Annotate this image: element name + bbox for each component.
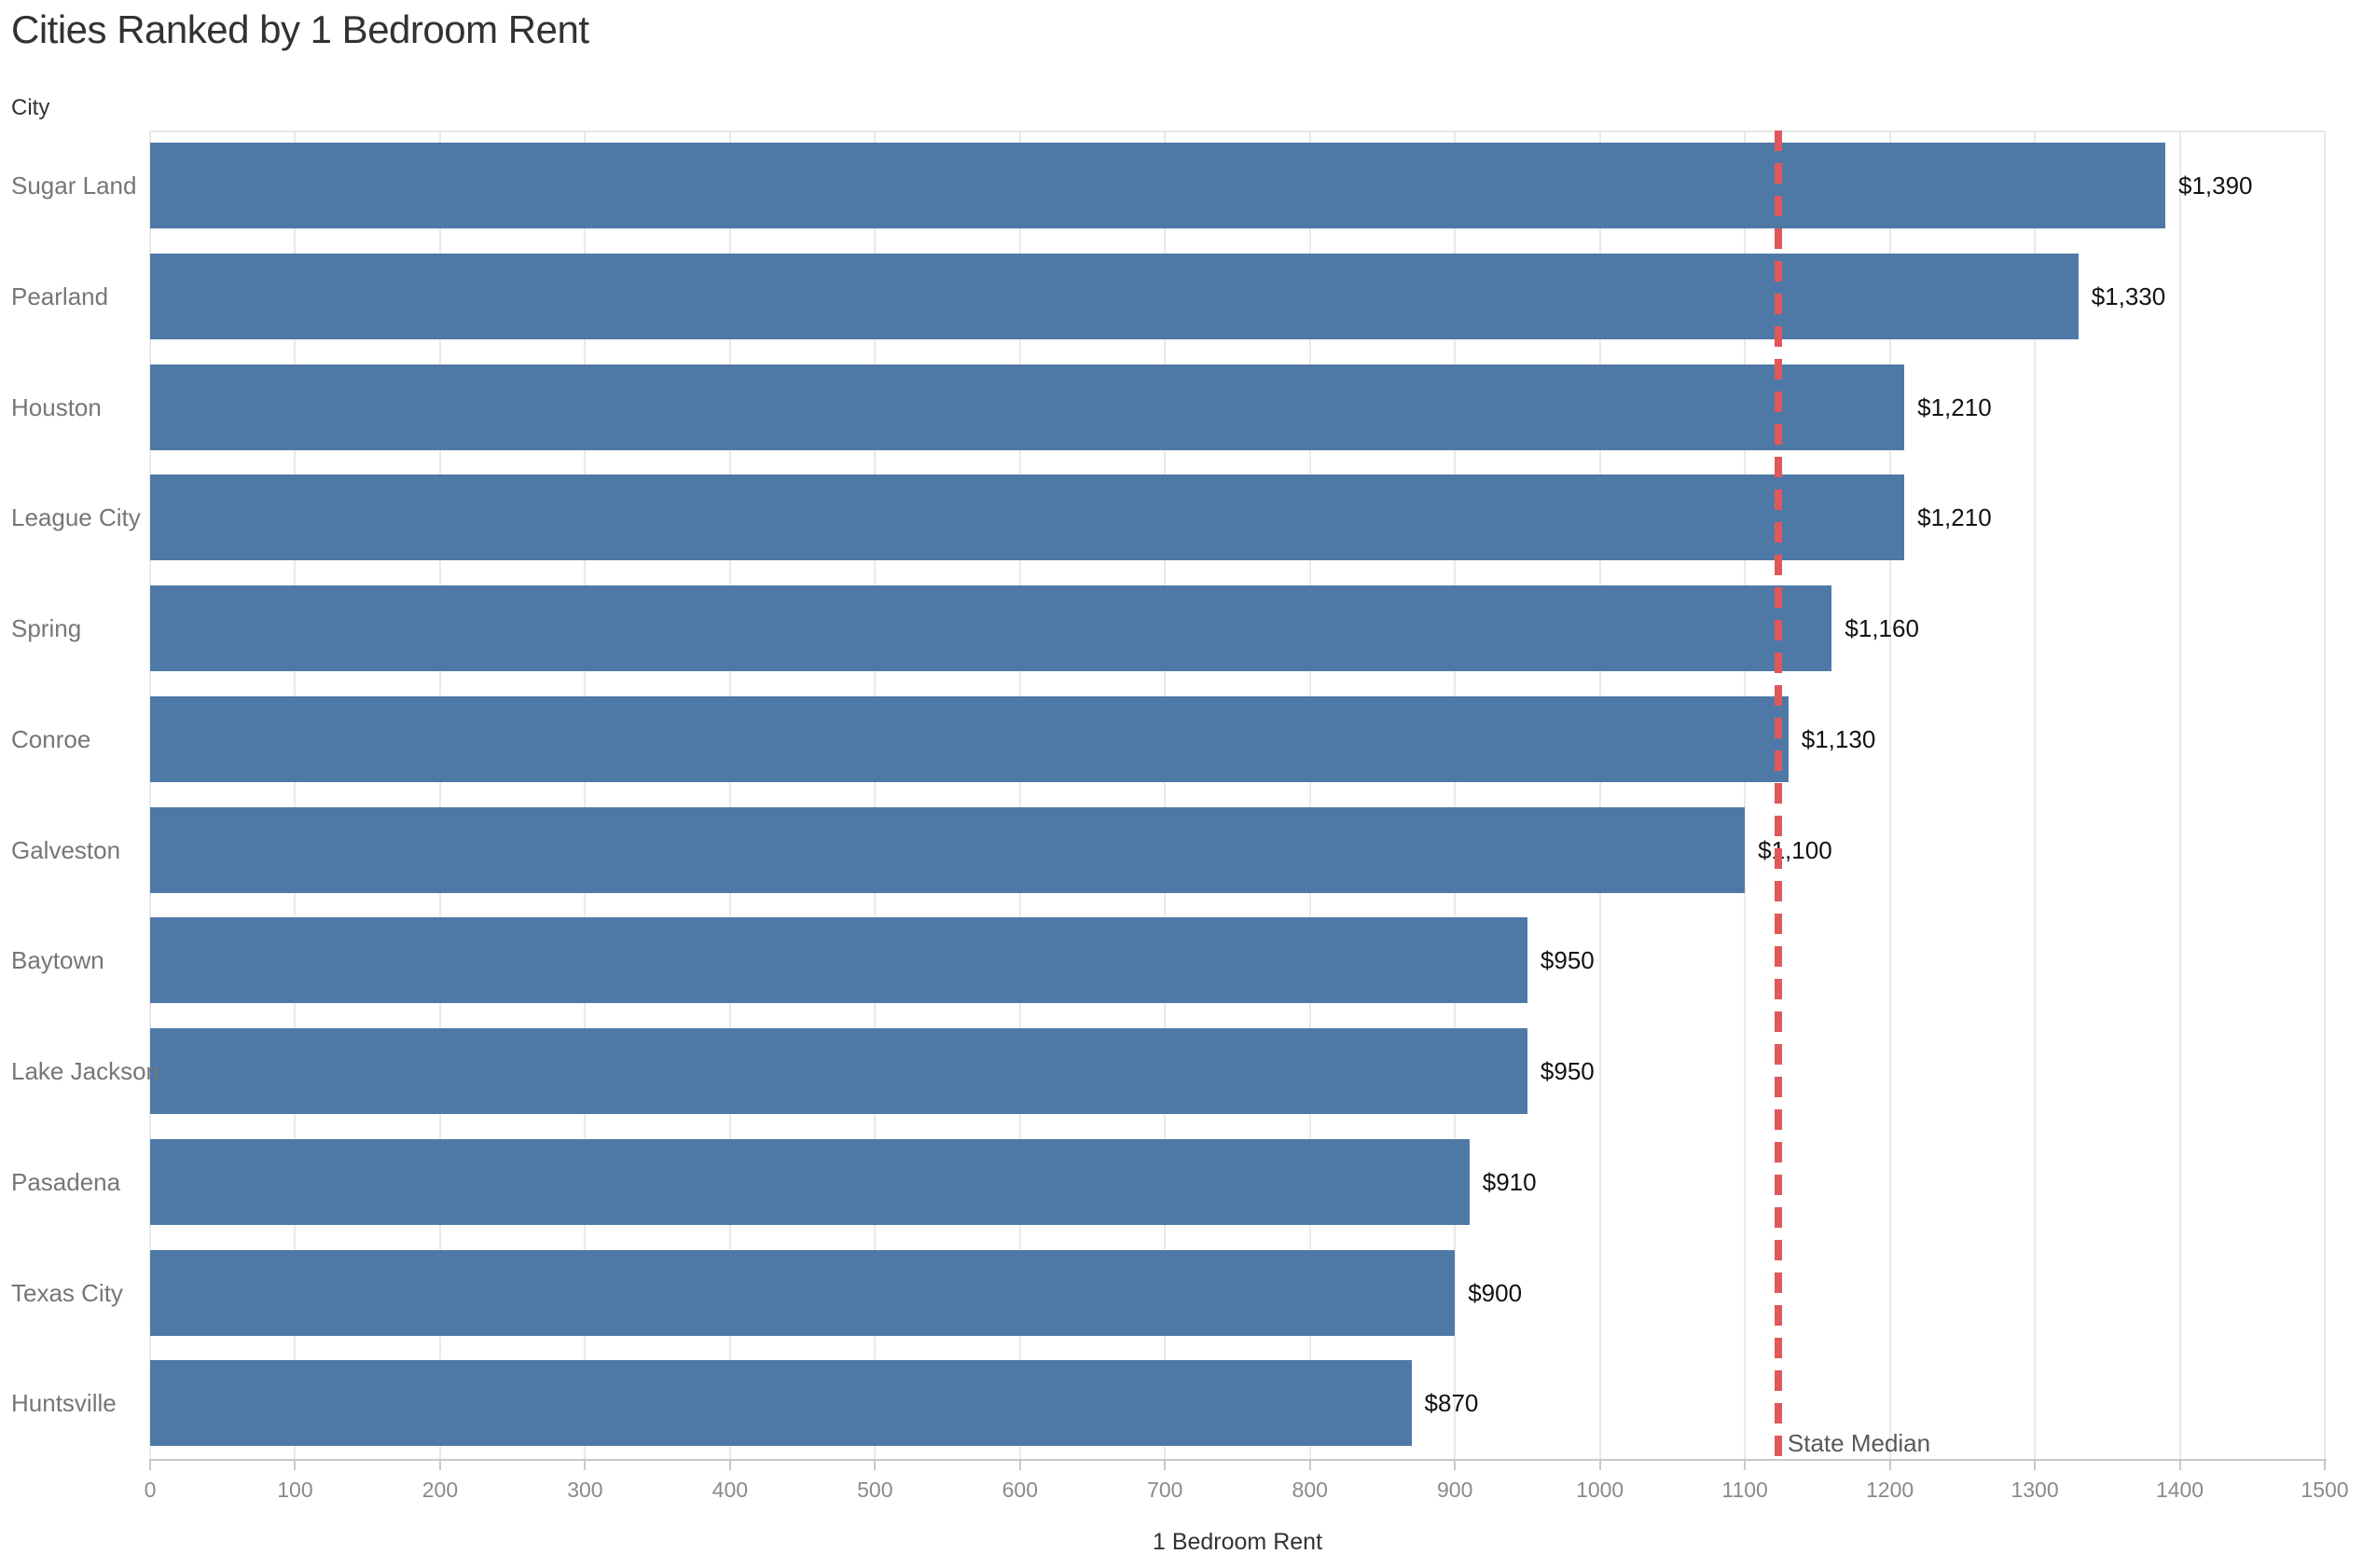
x-axis-tick-label-400: 400 — [712, 1478, 749, 1502]
x-axis-tick-label-500: 500 — [857, 1478, 893, 1502]
city-label-baytown: Baytown — [11, 946, 104, 975]
gridline-0 — [149, 131, 151, 1459]
gridline-1300 — [2034, 131, 2037, 1459]
value-label-league-city: $1,210 — [1917, 503, 1992, 532]
city-label-huntsville: Huntsville — [11, 1389, 117, 1418]
city-label-pearland: Pearland — [11, 282, 109, 310]
x-axis-tick-label-1400: 1400 — [2155, 1478, 2204, 1502]
x-axis-tick-label-600: 600 — [1002, 1478, 1038, 1502]
value-label-houston: $1,210 — [1917, 392, 1992, 421]
x-axis-tick-label-1000: 1000 — [1576, 1478, 1624, 1502]
city-label-houston: Houston — [11, 392, 102, 421]
x-axis-tick-900 — [1454, 1459, 1457, 1470]
value-label-texas-city: $900 — [1468, 1278, 1523, 1307]
bar-baytown[interactable] — [150, 917, 1527, 1004]
bar-pearland[interactable] — [150, 253, 2079, 339]
bar-galveston[interactable] — [150, 806, 1746, 893]
x-axis-tick-label-1300: 1300 — [2011, 1478, 2059, 1502]
x-axis-tick-label-800: 800 — [1292, 1478, 1328, 1502]
x-axis-tick-label-300: 300 — [567, 1478, 603, 1502]
x-axis-tick-500 — [874, 1459, 877, 1470]
x-axis-tick-1500 — [2324, 1459, 2326, 1470]
x-axis-tick-1300 — [2034, 1459, 2037, 1470]
x-axis-tick-label-700: 700 — [1147, 1478, 1183, 1502]
value-label-pasadena: $910 — [1482, 1167, 1537, 1196]
value-label-huntsville: $870 — [1424, 1389, 1479, 1418]
city-label-spring: Spring — [11, 614, 82, 642]
x-axis-title: 1 Bedroom Rent — [1152, 1529, 1323, 1555]
gridline-900 — [1454, 131, 1457, 1459]
reference-line-label: State Median — [1787, 1429, 1931, 1457]
city-label-sugar-land: Sugar Land — [11, 172, 137, 199]
x-axis-tick-1200 — [1888, 1459, 1891, 1470]
gridline-600 — [1018, 131, 1021, 1459]
bar-pasadena[interactable] — [150, 1138, 1470, 1225]
gridline-500 — [874, 131, 877, 1459]
bar-texas-city[interactable] — [150, 1249, 1456, 1336]
value-label-baytown: $950 — [1540, 946, 1595, 975]
gridline-1000 — [1598, 131, 1601, 1459]
x-axis-tick-0 — [149, 1459, 151, 1470]
value-label-lake-jackson: $950 — [1540, 1057, 1595, 1085]
gridline-200 — [438, 131, 441, 1459]
value-label-pearland: $1,330 — [2091, 282, 2166, 310]
bar-sugar-land[interactable] — [150, 143, 2165, 228]
chart-title: Cities Ranked by 1 Bedroom Rent — [11, 7, 589, 51]
city-label-pasadena: Pasadena — [11, 1167, 121, 1196]
x-axis-tick-label-200: 200 — [421, 1478, 459, 1502]
bar-lake-jackson[interactable] — [150, 1028, 1527, 1114]
x-axis-tick-200 — [438, 1459, 441, 1470]
x-axis-line — [150, 1459, 2327, 1461]
city-label-galveston: Galveston — [11, 835, 121, 864]
city-label-texas-city: Texas City — [11, 1278, 123, 1307]
x-axis-tick-800 — [1308, 1459, 1311, 1470]
bar-houston[interactable] — [150, 364, 1905, 450]
bar-league-city[interactable] — [150, 475, 1905, 561]
bar-spring[interactable] — [150, 585, 1832, 671]
gridline-100 — [294, 131, 297, 1459]
x-axis-tick-label-1200: 1200 — [1866, 1478, 1914, 1502]
gridline-1500 — [2324, 131, 2326, 1459]
x-axis-tick-label-100: 100 — [277, 1478, 313, 1502]
x-axis-tick-1400 — [2178, 1459, 2181, 1470]
city-label-league-city: League City — [11, 503, 141, 532]
gridline-300 — [584, 131, 587, 1459]
value-label-galveston: $1,100 — [1758, 835, 1832, 864]
value-label-spring: $1,160 — [1845, 614, 1919, 642]
x-axis-tick-600 — [1018, 1459, 1021, 1470]
x-axis-tick-300 — [584, 1459, 587, 1470]
x-axis-tick-label-900: 900 — [1437, 1478, 1473, 1502]
gridline-400 — [728, 131, 731, 1459]
gridline-1200 — [1888, 131, 1891, 1459]
x-axis-tick-label-1500: 1500 — [2301, 1478, 2349, 1502]
gridline-1100 — [1744, 131, 1747, 1459]
x-axis-tick-1100 — [1744, 1459, 1747, 1470]
gridline-1400 — [2178, 131, 2181, 1459]
column-header-city: City — [11, 95, 50, 120]
city-label-lake-jackson: Lake Jackson — [11, 1057, 159, 1085]
bar-huntsville[interactable] — [150, 1360, 1412, 1447]
x-axis-tick-700 — [1164, 1459, 1167, 1470]
x-axis-tick-400 — [728, 1459, 731, 1470]
gridline-800 — [1308, 131, 1311, 1459]
reference-line — [1774, 131, 1782, 1457]
x-axis-tick-1000 — [1598, 1459, 1601, 1470]
x-axis-tick-label-1100: 1100 — [1721, 1478, 1768, 1502]
x-axis-tick-label-0: 0 — [144, 1478, 157, 1502]
gridline-700 — [1164, 131, 1167, 1459]
city-label-conroe: Conroe — [11, 724, 91, 753]
bar-conroe[interactable] — [150, 695, 1789, 782]
value-label-sugar-land: $1,390 — [2177, 172, 2253, 199]
plot-pane — [150, 131, 2325, 1459]
value-label-conroe: $1,130 — [1801, 724, 1876, 753]
x-axis-tick-100 — [294, 1459, 297, 1470]
